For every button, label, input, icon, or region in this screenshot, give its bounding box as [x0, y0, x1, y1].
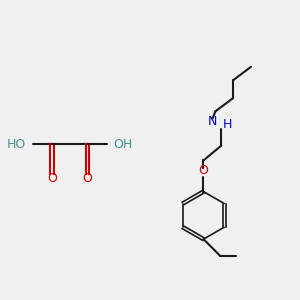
Text: N: N: [208, 115, 217, 128]
Text: OH: OH: [114, 138, 133, 151]
Text: HO: HO: [7, 138, 26, 151]
Text: H: H: [223, 118, 232, 131]
Text: O: O: [199, 164, 208, 177]
Text: O: O: [47, 172, 57, 185]
Text: O: O: [82, 172, 92, 185]
